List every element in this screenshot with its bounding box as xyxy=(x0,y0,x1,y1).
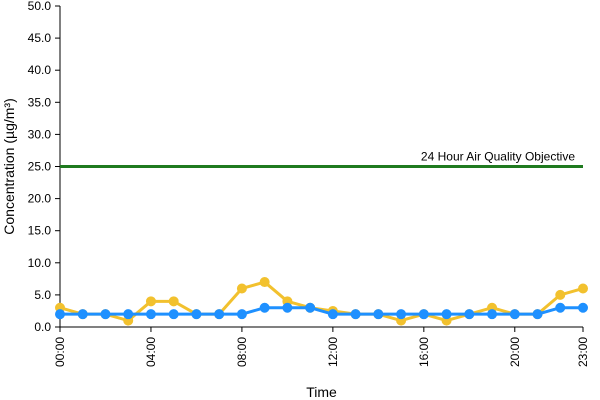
series-2-point xyxy=(168,309,179,320)
series-1-point xyxy=(236,283,247,294)
series-2-point xyxy=(236,309,247,320)
y-tick-label: 40.0 xyxy=(28,63,52,77)
x-tick-label: 16:00 xyxy=(417,337,431,367)
x-tick-label: 23:00 xyxy=(576,337,590,367)
series-2-point xyxy=(55,309,65,320)
series-2-point xyxy=(555,302,566,313)
series-2-point xyxy=(509,309,520,320)
y-tick-label: 5.0 xyxy=(34,288,51,302)
series-2-point xyxy=(418,309,429,320)
y-tick-label: 0.0 xyxy=(34,320,51,334)
series-2-point xyxy=(100,309,111,320)
y-tick-label: 20.0 xyxy=(28,192,52,206)
y-tick-label: 15.0 xyxy=(28,224,52,238)
series-2-point xyxy=(259,302,270,313)
x-tick-label: 00:00 xyxy=(53,337,67,367)
series-2-point xyxy=(396,309,407,320)
x-tick-label: 20:00 xyxy=(508,337,522,367)
y-axis: 0.0 5.0 10.0 15.0 20.0 25.0 30.0 35.0 40.0 45.0 50… xyxy=(28,0,61,334)
x-axis: 00:00 04:00 08:00 12:00 16:00 20:00 23:00 xyxy=(53,326,590,367)
series-2-point xyxy=(487,309,498,320)
x-axis-title: Time xyxy=(306,384,337,400)
series-2-point xyxy=(350,309,361,320)
series-2-point xyxy=(578,302,588,313)
y-tick-label: 45.0 xyxy=(28,31,52,45)
series-2-point xyxy=(373,309,384,320)
y-tick-label: 35.0 xyxy=(28,95,52,109)
objective-label: 24 Hour Air Quality Objective xyxy=(421,150,575,164)
series-2-point xyxy=(191,309,202,320)
series-2-point xyxy=(532,309,543,320)
series-2-point xyxy=(282,302,293,313)
series-2-point xyxy=(464,309,475,320)
series-1-point xyxy=(578,283,588,294)
series-2-point xyxy=(77,309,88,320)
series-2-point xyxy=(327,309,338,320)
series-1-point xyxy=(555,289,566,300)
series-2-point xyxy=(441,309,452,320)
series-2-point xyxy=(145,309,156,320)
series-1-point xyxy=(168,296,179,307)
series-group xyxy=(55,277,588,326)
y-axis-title: Concentration (µg/m³) xyxy=(1,98,17,234)
y-tick-label: 25.0 xyxy=(28,160,52,174)
y-tick-label: 50.0 xyxy=(28,0,52,13)
series-2-point xyxy=(305,302,316,313)
reference-line-group: 24 Hour Air Quality Objective xyxy=(60,150,583,168)
series-2-point xyxy=(123,309,134,320)
x-tick-label: 08:00 xyxy=(235,337,249,367)
y-tick-label: 30.0 xyxy=(28,127,52,141)
x-tick-label: 04:00 xyxy=(144,337,158,367)
series-1-point xyxy=(145,296,156,307)
series-1-point xyxy=(259,277,270,288)
x-tick-label: 12:00 xyxy=(326,337,340,367)
y-tick-label: 10.0 xyxy=(28,256,52,270)
series-2-point xyxy=(214,309,225,320)
